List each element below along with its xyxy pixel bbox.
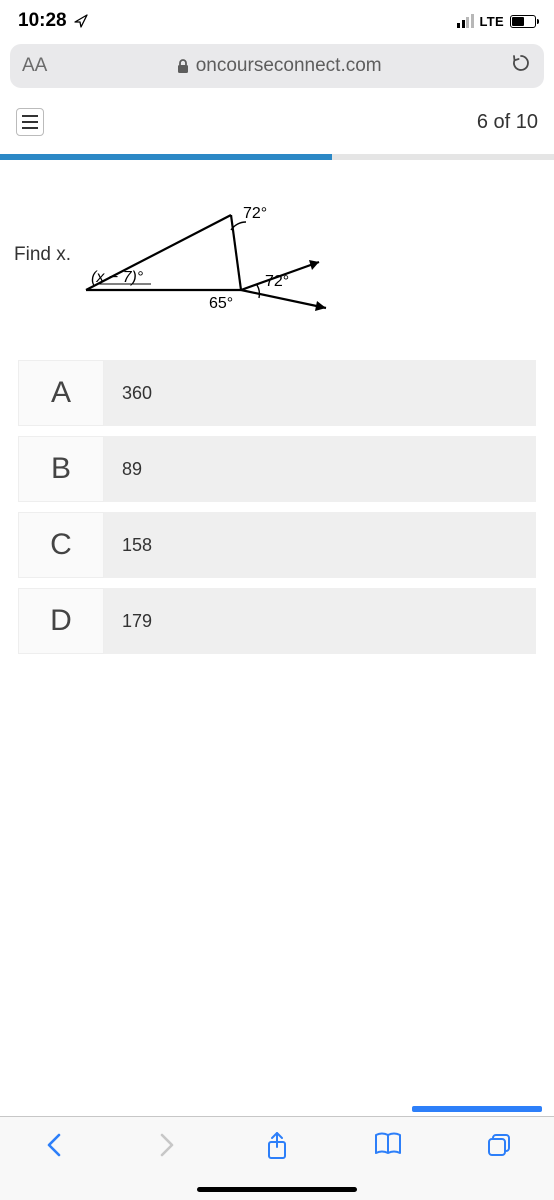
- url-bar[interactable]: AA oncourseconnect.com: [10, 44, 544, 88]
- bookmarks-button[interactable]: [366, 1131, 410, 1164]
- answer-text: 179: [104, 588, 536, 654]
- answer-choice-c[interactable]: C 158: [18, 512, 536, 578]
- label-top-angle: 72°: [243, 205, 267, 222]
- chevron-left-icon: [45, 1131, 65, 1159]
- forward-button[interactable]: [144, 1131, 188, 1166]
- answer-letter: D: [18, 588, 104, 654]
- signal-icon: [457, 14, 474, 28]
- label-left-angle: (x − 7)°: [91, 269, 144, 286]
- chevron-right-icon: [156, 1131, 176, 1159]
- answer-text: 360: [104, 360, 536, 426]
- answer-letter: C: [18, 512, 104, 578]
- reload-button[interactable]: [510, 52, 532, 80]
- status-bar: 10:28 LTE: [0, 0, 554, 38]
- answer-choice-d[interactable]: D 179: [18, 588, 536, 654]
- browser-toolbar: [0, 1116, 554, 1200]
- answer-letter: B: [18, 436, 104, 502]
- question-prompt: Find x.: [14, 244, 71, 266]
- status-left: 10:28: [18, 10, 89, 32]
- reload-icon: [510, 52, 532, 74]
- label-bottom-angle: 65°: [209, 295, 233, 312]
- answer-text: 89: [104, 436, 536, 502]
- network-label: LTE: [480, 14, 505, 29]
- menu-button[interactable]: [16, 108, 44, 136]
- page-count: 6 of 10: [477, 111, 538, 134]
- answer-list: A 360 B 89 C 158 D 179: [0, 350, 554, 664]
- book-icon: [373, 1131, 403, 1157]
- triangle-diagram: (x − 7)° 72° 65° 72°: [81, 190, 351, 330]
- answer-choice-b[interactable]: B 89: [18, 436, 536, 502]
- share-button[interactable]: [255, 1131, 299, 1168]
- answer-letter: A: [18, 360, 104, 426]
- text-size-control[interactable]: AA: [22, 55, 47, 77]
- scroll-indicator: [412, 1106, 542, 1112]
- label-exterior-angle: 72°: [265, 273, 289, 290]
- tabs-button[interactable]: [477, 1131, 521, 1166]
- location-arrow-icon: [73, 13, 89, 29]
- url-domain-group: oncourseconnect.com: [176, 55, 382, 77]
- url-domain-text: oncourseconnect.com: [196, 55, 382, 77]
- answer-choice-a[interactable]: A 360: [18, 360, 536, 426]
- content-header: 6 of 10: [0, 94, 554, 154]
- status-time: 10:28: [18, 10, 67, 32]
- home-indicator[interactable]: [197, 1187, 357, 1192]
- status-right: LTE: [457, 14, 536, 29]
- question-figure-area: Find x. (x − 7)° 72° 65° 72°: [0, 160, 554, 350]
- tabs-icon: [485, 1131, 513, 1159]
- share-icon: [265, 1131, 289, 1161]
- battery-icon: [510, 15, 536, 28]
- back-button[interactable]: [33, 1131, 77, 1166]
- lock-icon: [176, 58, 190, 74]
- answer-text: 158: [104, 512, 536, 578]
